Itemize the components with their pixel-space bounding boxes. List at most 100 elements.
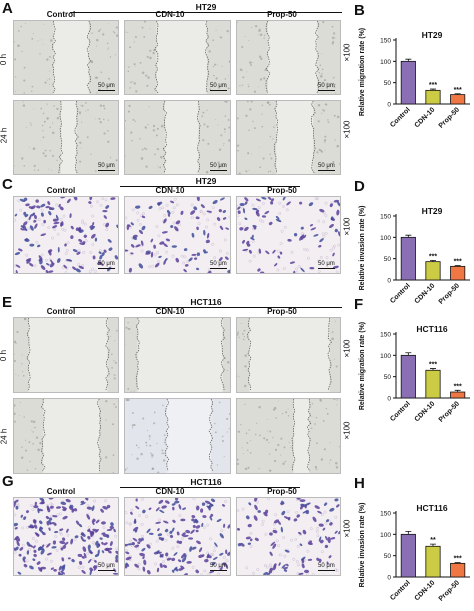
y-tick-label: 50 xyxy=(384,256,392,263)
x-tick-label: Control xyxy=(389,400,412,423)
mag-label: ×100 xyxy=(342,421,352,440)
scale-bar: 50 μm xyxy=(210,563,227,571)
chart-svg: B HT29 Relative migration rate (%) 0 50 100 15… xyxy=(354,2,470,130)
col-control: Control xyxy=(46,487,76,496)
bar xyxy=(450,94,466,105)
row-24h: 24 h xyxy=(0,127,9,144)
chart-title: HT29 xyxy=(422,30,443,40)
bar xyxy=(425,261,441,281)
scale-bar: 50 μm xyxy=(318,163,335,171)
bar xyxy=(425,545,441,578)
bar xyxy=(450,265,466,281)
micrograph-invasion xyxy=(236,196,341,274)
chart-svg: D HT29 Relative invasion rate (%) 0 50 100 150… xyxy=(354,178,470,306)
y-tick-label: 0 xyxy=(387,278,391,285)
panel-e-title: HCT116 xyxy=(190,297,222,307)
panel-g-title-line xyxy=(120,487,300,488)
micrograph-wound xyxy=(13,317,119,393)
scale-bar: 50 μm xyxy=(210,83,227,91)
col-cdn10: CDN-10 xyxy=(155,487,185,496)
significance-label: *** xyxy=(454,258,462,265)
micrograph-wound xyxy=(236,100,341,175)
bar xyxy=(400,236,416,281)
bar-chart-d: D HT29 Relative invasion rate (%) 0 50 100 150… xyxy=(352,176,474,326)
bar-chart-f: F HCT116 Relative migration rate (%) 0 50 100… xyxy=(352,294,474,444)
y-tick-label: 150 xyxy=(380,38,391,45)
y-tick-label: 100 xyxy=(380,353,391,360)
row-24h: 24 h xyxy=(0,428,9,445)
micrograph-invasion xyxy=(236,497,341,576)
error-bar xyxy=(405,234,412,238)
error-bar xyxy=(454,265,461,267)
bar xyxy=(400,354,416,399)
micrograph-invasion xyxy=(124,497,231,576)
y-tick-label: 100 xyxy=(380,59,391,66)
bar xyxy=(400,533,416,578)
y-tick-label: 50 xyxy=(384,80,392,87)
y-tick-label: 100 xyxy=(380,532,391,539)
x-tick-label: Control xyxy=(389,579,412,602)
y-axis-label: Relative invasion rate (%) xyxy=(359,206,366,291)
x-tick-label: CDN-10 xyxy=(414,400,437,423)
error-bar xyxy=(430,88,436,91)
y-axis-label: Relative migration rate (%) xyxy=(359,322,366,410)
chart-svg: F HCT116 Relative migration rate (%) 0 50 100… xyxy=(354,296,470,424)
error-bar xyxy=(405,530,412,535)
error-bar xyxy=(405,352,412,356)
bar-chart-h: H HCT116 Relative invasion rate (%) 0 50 100 1… xyxy=(352,473,474,606)
micrograph-invasion xyxy=(13,196,119,274)
y-tick-label: 0 xyxy=(387,575,391,582)
mag-label: ×100 xyxy=(342,339,352,358)
col-cdn10: CDN-10 xyxy=(155,10,185,19)
micrograph-wound xyxy=(236,317,341,393)
panel-e-title-line xyxy=(70,307,342,308)
y-tick-label: 0 xyxy=(387,102,391,109)
panel-label-g: G xyxy=(2,473,14,490)
panel-a-title: HT29 xyxy=(195,2,217,12)
scale-bar: 50 μm xyxy=(318,563,335,571)
col-cdn10: CDN-10 xyxy=(155,307,185,316)
micrograph-wound xyxy=(124,100,231,175)
panel-g-title: HCT116 xyxy=(190,477,222,487)
bar xyxy=(450,391,466,399)
significance-label: *** xyxy=(429,253,437,260)
y-axis-label: Relative invasion rate (%) xyxy=(359,503,366,588)
significance-label: *** xyxy=(429,362,437,369)
panel-c-title-line xyxy=(120,186,300,187)
scale-bar: 50 μm xyxy=(210,163,227,171)
micrograph-invasion xyxy=(124,196,231,274)
significance-label: ** xyxy=(430,537,436,544)
panel-label-e: E xyxy=(2,294,13,311)
micrograph-wound xyxy=(13,398,119,474)
row-0h: 0 h xyxy=(0,54,8,65)
bar xyxy=(425,89,441,105)
panel-label: B xyxy=(354,2,365,19)
panel-label: F xyxy=(354,296,363,313)
error-bar xyxy=(430,368,436,371)
mag-label: ×100 xyxy=(342,43,352,62)
col-control: Control xyxy=(46,307,76,316)
col-cdn10: CDN-10 xyxy=(155,186,185,195)
chart-title: HT29 xyxy=(422,206,443,216)
error-bar xyxy=(430,259,436,262)
x-tick-label: CDN-10 xyxy=(414,579,437,602)
micrograph-wound xyxy=(13,100,119,175)
col-control: Control xyxy=(46,10,76,19)
scale-bar: 50 μm xyxy=(98,163,115,171)
error-bar xyxy=(454,562,461,564)
bar-chart-b: B HT29 Relative migration rate (%) 0 50 100 15… xyxy=(352,0,474,150)
scale-bar: 50 μm xyxy=(210,261,227,269)
bar xyxy=(450,562,466,578)
mag-label: ×100 xyxy=(342,120,352,139)
col-prop50: Prop-50 xyxy=(267,487,297,496)
bar xyxy=(425,369,441,399)
significance-label: *** xyxy=(454,555,462,562)
panel-a-title-line xyxy=(70,12,342,13)
x-tick-label: CDN-10 xyxy=(414,106,437,129)
x-tick-label: Control xyxy=(389,106,412,129)
scale-bar: 50 μm xyxy=(98,83,115,91)
x-tick-label: Prop-50 xyxy=(438,106,461,129)
mag-label: ×100 xyxy=(342,217,352,236)
micrograph-wound xyxy=(124,398,231,474)
significance-label: *** xyxy=(429,82,437,89)
